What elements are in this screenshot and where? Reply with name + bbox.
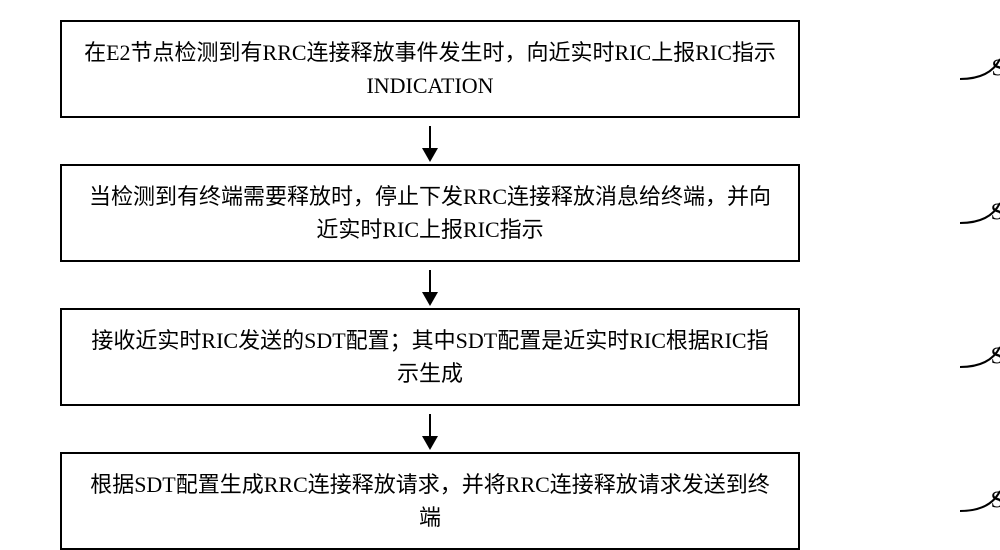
step-container-3: 接收近实时RIC发送的SDT配置；其中SDT配置是近实时RIC根据RIC指示生成… — [60, 308, 940, 406]
flowchart-container: 在E2节点检测到有RRC连接释放事件发生时，向近实时RIC上报RIC指示INDI… — [60, 20, 940, 550]
step-container-2: 当检测到有终端需要释放时，停止下发RRC连接释放消息给终端，并向近实时RIC上报… — [60, 164, 940, 262]
arrow-1 — [60, 118, 800, 164]
step-text-4: 根据SDT配置生成RRC连接释放请求，并将RRC连接释放请求发送到终端 — [90, 472, 770, 530]
step-container-1: 在E2节点检测到有RRC连接释放事件发生时，向近实时RIC上报RIC指示INDI… — [60, 20, 940, 118]
arrow-3 — [60, 406, 800, 452]
step-label-2: S120 — [991, 200, 1000, 227]
step-box-2: 当检测到有终端需要释放时，停止下发RRC连接释放消息给终端，并向近实时RIC上报… — [60, 164, 800, 262]
step-label-3: S130 — [991, 344, 1000, 371]
step-box-4: 根据SDT配置生成RRC连接释放请求，并将RRC连接释放请求发送到终端 — [60, 452, 800, 550]
step-text-3: 接收近实时RIC发送的SDT配置；其中SDT配置是近实时RIC根据RIC指示生成 — [91, 328, 768, 386]
arrow-head-2 — [422, 292, 438, 306]
step-box-3: 接收近实时RIC发送的SDT配置；其中SDT配置是近实时RIC根据RIC指示生成 — [60, 308, 800, 406]
step-text-1: 在E2节点检测到有RRC连接释放事件发生时，向近实时RIC上报RIC指示INDI… — [84, 40, 776, 98]
arrow-head-3 — [422, 436, 438, 450]
arrow-2 — [60, 262, 800, 308]
step-label-1: S110 — [992, 56, 1000, 83]
step-label-4: S140 — [991, 488, 1000, 515]
step-box-1: 在E2节点检测到有RRC连接释放事件发生时，向近实时RIC上报RIC指示INDI… — [60, 20, 800, 118]
step-container-4: 根据SDT配置生成RRC连接释放请求，并将RRC连接释放请求发送到终端 S140 — [60, 452, 940, 550]
step-text-2: 当检测到有终端需要释放时，停止下发RRC连接释放消息给终端，并向近实时RIC上报… — [89, 184, 771, 242]
arrow-head-1 — [422, 148, 438, 162]
